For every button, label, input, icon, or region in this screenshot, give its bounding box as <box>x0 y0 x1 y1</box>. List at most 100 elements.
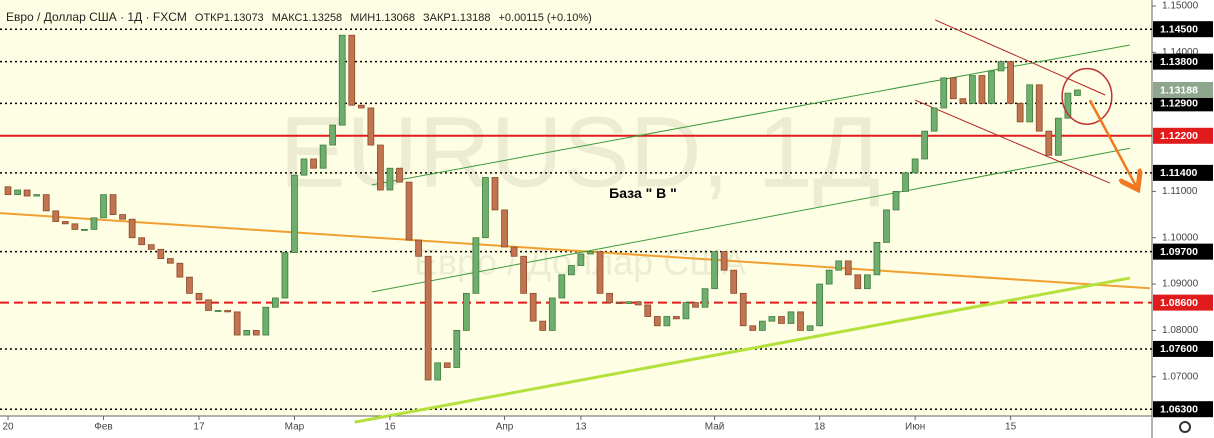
candle-body <box>214 310 222 312</box>
x-tick-label: 17 <box>193 422 205 433</box>
candle-body <box>1074 89 1081 96</box>
candle-body <box>472 237 480 294</box>
price-label: 1.11400 <box>1160 167 1198 179</box>
candle-body <box>338 34 346 126</box>
candle-body <box>252 330 260 336</box>
candle-body <box>482 177 489 239</box>
candle-body <box>1035 84 1043 132</box>
y-tick-label: 1.09000 <box>1162 279 1199 290</box>
candle-body <box>501 209 508 248</box>
price-label: 1.06300 <box>1160 403 1198 415</box>
candle-body <box>787 311 795 324</box>
x-tick-label: Июн <box>905 422 925 433</box>
y-tick-label: 1.08000 <box>1162 325 1199 336</box>
candle-body <box>758 320 766 331</box>
candle-body <box>854 274 862 290</box>
candle-body <box>233 311 241 336</box>
annotation: База " В " <box>609 185 677 201</box>
candle-body <box>615 302 623 305</box>
candle-body <box>653 316 661 327</box>
candle-body <box>673 316 680 320</box>
price-label: 1.07600 <box>1160 343 1198 355</box>
candle-body <box>329 124 337 146</box>
candle-body <box>596 251 604 294</box>
candle-body <box>319 144 327 169</box>
candle-body <box>1016 102 1024 123</box>
header-field: ЗАКР1.13188 <box>423 12 491 24</box>
candle-body <box>548 297 556 331</box>
candle-body <box>529 292 537 322</box>
candle-body <box>930 107 938 132</box>
gear[interactable] <box>1179 421 1191 433</box>
candle-body <box>949 77 957 100</box>
price-label-box <box>1153 127 1213 144</box>
candle-body <box>128 218 136 239</box>
title-text: Евро / Доллар США · 1Д · FXCM <box>6 10 187 24</box>
candle-body <box>768 316 776 322</box>
candle-body <box>367 107 375 146</box>
candle-body <box>711 251 718 290</box>
candle-body <box>176 262 184 278</box>
candle-body <box>119 214 126 220</box>
highlight-ellipse <box>1061 67 1113 125</box>
y-tick-label: 1.14000 <box>1162 47 1199 58</box>
candle-body <box>71 223 79 230</box>
trend-line <box>0 212 1151 290</box>
trend-line <box>371 147 1131 293</box>
candle-body <box>281 252 289 299</box>
candle-body <box>825 269 833 285</box>
candle-body <box>682 302 690 320</box>
candle-body <box>510 246 518 257</box>
candle-body <box>243 330 251 336</box>
candle-body <box>386 167 394 191</box>
price-label: 1.14500 <box>1160 23 1198 35</box>
candle-body <box>835 260 843 271</box>
candle-body <box>902 172 909 192</box>
header-field: МИН1.13068 <box>350 12 415 24</box>
x-tick-label: Фев <box>94 422 112 433</box>
candle-body <box>959 98 967 104</box>
candle-body <box>634 301 642 306</box>
candle-body <box>42 194 50 212</box>
candle-body <box>883 209 890 243</box>
candle-body <box>272 297 279 308</box>
candle-body <box>663 316 671 327</box>
candle-body <box>539 320 547 331</box>
x-tick-label: Мар <box>285 422 305 433</box>
x-tick-label: Май <box>705 422 725 433</box>
settings-icon[interactable] <box>1179 421 1191 433</box>
candle-body <box>138 237 146 246</box>
price-axis <box>1152 0 1214 438</box>
candle-body <box>997 61 1005 72</box>
candle-body <box>109 194 117 215</box>
candle-body <box>310 158 317 169</box>
price-label: 1.08600 <box>1160 297 1198 309</box>
header-background <box>0 6 665 28</box>
candle-body <box>100 194 107 219</box>
candle-body <box>1054 117 1062 156</box>
candle-body <box>568 265 575 276</box>
x-tick-label: 20 <box>2 422 14 433</box>
header-field: МАКС1.13258 <box>272 12 343 24</box>
candle-body <box>434 362 442 381</box>
candle-body <box>262 306 270 336</box>
candle-body <box>739 292 747 327</box>
candle-body <box>300 158 308 176</box>
candle-body <box>14 189 21 196</box>
candle-body <box>453 330 461 368</box>
arrow <box>1088 99 1137 187</box>
chart-title: Евро / Доллар США · 1Д · FXCM ОТКР1.13073… <box>6 10 592 24</box>
price-label-box <box>1153 21 1213 38</box>
candle-body <box>921 130 929 160</box>
price-label: 1.12200 <box>1160 130 1198 142</box>
candle-body <box>577 253 585 266</box>
price-label-box <box>1153 95 1213 112</box>
header-field: ОТКР1.13073 <box>195 12 264 24</box>
candle-body <box>520 255 527 294</box>
trend-line <box>934 19 1106 96</box>
price-label-box <box>1153 164 1213 181</box>
price-label-box <box>1153 243 1213 260</box>
candle-body <box>873 241 881 276</box>
